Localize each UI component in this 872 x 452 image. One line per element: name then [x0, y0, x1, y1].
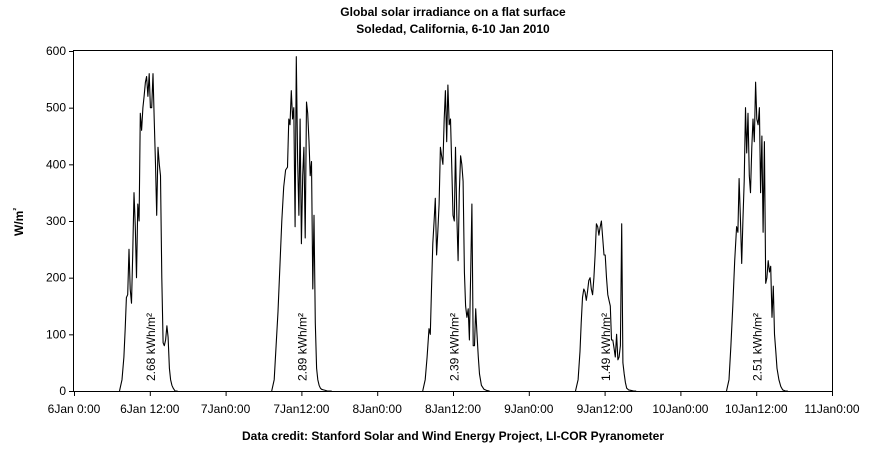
irradiance-series-line [422, 84, 490, 392]
data-credit: Data credit: Stanford Solar and Wind Ene… [242, 429, 664, 443]
daily-energy-label: 1.49 kWh/m² [599, 313, 613, 381]
daily-energy-label: 2.51 kWh/m² [750, 313, 764, 381]
x-tick-label: 9Jan0:00 [504, 402, 554, 416]
x-tick-label: 11Jan0:00 [804, 402, 859, 416]
daily-energy-annotations: 2.68 kWh/m² 2.89 kWh/m² 2.39 kWh/m² 1.49 kW… [144, 313, 764, 381]
x-axis-ticks: 6Jan 0:00 6Jan 12:00 7Jan0:00 7Jan12:00 8Jan… [48, 391, 860, 416]
irradiance-series-line [118, 73, 178, 392]
x-tick-label: 10Jan0:00 [652, 402, 708, 416]
chart-subtitle: Soledad, California, 6-10 Jan 2010 [356, 22, 550, 36]
y-axis-label: W/m² [12, 208, 27, 236]
daily-energy-label: 2.39 kWh/m² [447, 313, 461, 381]
x-tick-label: 10Jan12:00 [725, 402, 788, 416]
irradiance-series-line [725, 81, 788, 392]
y-tick-label: 500 [46, 101, 66, 115]
irradiance-series-line [271, 56, 332, 392]
x-tick-label: 8Jan12:00 [425, 402, 481, 416]
y-tick-label: 600 [46, 44, 66, 58]
x-tick-label: 6Jan 0:00 [48, 402, 101, 416]
x-tick-label: 7Jan0:00 [201, 402, 251, 416]
y-tick-label: 400 [46, 157, 66, 171]
y-tick-label: 0 [59, 384, 66, 398]
y-tick-label: 100 [46, 327, 66, 341]
y-tick-label: 200 [46, 271, 66, 285]
data-series [118, 56, 788, 392]
x-tick-label: 6Jan 12:00 [120, 402, 180, 416]
daily-energy-label: 2.68 kWh/m² [144, 313, 158, 381]
x-tick-label: 8Jan0:00 [353, 402, 403, 416]
irradiance-series-line [574, 220, 637, 392]
daily-energy-label: 2.89 kWh/m² [296, 313, 310, 381]
chart-title: Global solar irradiance on a flat surfac… [340, 5, 566, 19]
y-tick-label: 300 [46, 214, 66, 228]
x-tick-label: 7Jan12:00 [273, 402, 329, 416]
x-tick-label: 9Jan12:00 [577, 402, 633, 416]
y-axis-ticks: 0 100 200 300 400 500 600 [46, 44, 74, 398]
